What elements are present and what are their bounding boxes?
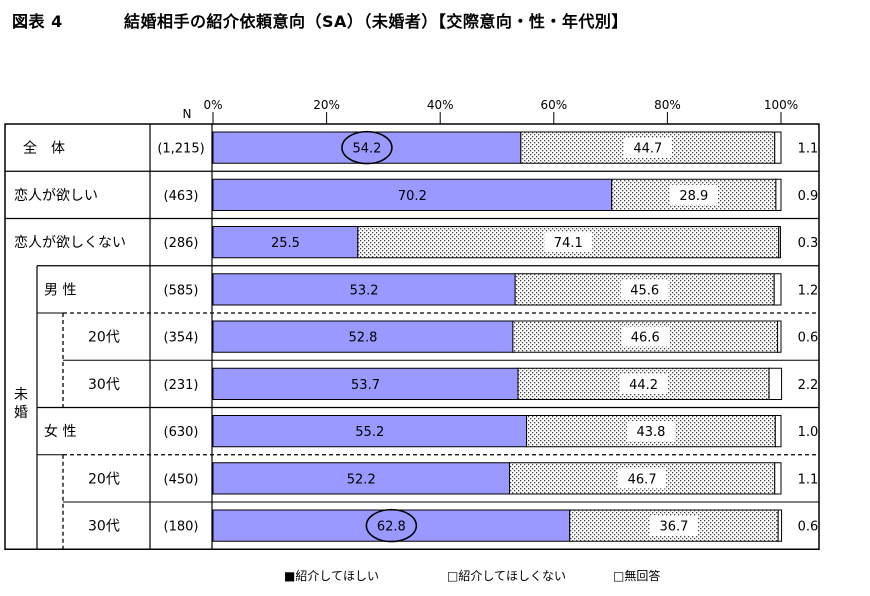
bar-value-label: 25.5 [271, 236, 300, 251]
no-answer-value-label: 0.9 [798, 189, 819, 204]
row-n: (180) [164, 520, 199, 535]
bar-value-label: 44.7 [633, 142, 662, 157]
no-answer-value-label: 0.3 [798, 236, 819, 251]
bar-segment-2 [526, 415, 776, 448]
value-label-backdrop [620, 279, 669, 300]
bar-value-label: 44.2 [629, 378, 658, 393]
bar-value-label: 53.7 [351, 378, 380, 393]
bar-segment-1 [212, 226, 359, 259]
row-label: 20代 [88, 471, 120, 487]
row-n: (354) [164, 331, 199, 346]
group-label-char: 未 [14, 387, 28, 403]
x-tick-label: 0% [203, 98, 222, 112]
row-label: 女 性 [44, 423, 76, 440]
value-label-backdrop [649, 515, 698, 536]
bar-value-label: 46.7 [628, 472, 657, 487]
bar-value-label: 43.8 [636, 425, 665, 440]
bar-segment-3 [768, 367, 783, 400]
bar-value-label: 54.2 [352, 142, 381, 157]
table-border [4, 123, 820, 550]
row-n: (1,215) [157, 142, 204, 157]
no-answer-value-label: 1.1 [798, 142, 819, 157]
value-label-backdrop [544, 232, 593, 253]
bar-value-label: 62.8 [377, 520, 406, 535]
row-label: 恋人が欲しい [14, 187, 98, 204]
bar-value-label: 45.6 [630, 283, 659, 298]
row-label: 男 性 [44, 282, 76, 298]
bar-value-label: 53.2 [350, 283, 379, 298]
bar-segment-3 [777, 509, 783, 542]
table-grid: N 0% 20% 40% 60% 80% 100% 未婚 [4, 98, 820, 550]
row-label: 全 体 [23, 140, 65, 157]
bar-segment-1 [212, 415, 528, 448]
value-label-backdrop [621, 326, 670, 347]
x-tick-label: 100% [764, 98, 798, 112]
bar-value-label: 52.2 [347, 472, 376, 487]
bar-segment-1 [212, 273, 516, 306]
bar-value-label: 36.7 [659, 520, 688, 535]
row-n: (630) [164, 425, 199, 440]
bar-segment-3 [778, 226, 781, 259]
no-answer-value-label: 1.1 [798, 472, 819, 487]
value-label-backdrop [618, 468, 667, 489]
x-tick-label: 20% [313, 98, 340, 112]
row-n: (450) [164, 472, 199, 487]
row-n: (463) [164, 189, 199, 204]
bar-value-label: 74.1 [554, 236, 583, 251]
row-n: (286) [164, 236, 199, 251]
bar-segment-3 [777, 320, 782, 353]
no-answer-value-label: 2.2 [798, 378, 819, 393]
no-answer-value-label: 0.6 [798, 520, 819, 535]
highlight-circle [341, 130, 393, 165]
row-n: (231) [164, 378, 199, 393]
bar-segment-3 [774, 131, 782, 164]
bar-value-label: 28.9 [679, 189, 708, 204]
no-answer-value-label: 1.0 [798, 425, 819, 440]
legend-item: □無回答 [613, 568, 660, 583]
legend-item: ■紹介してほしい [284, 569, 379, 583]
legend: ■紹介してほしい □紹介してほしくない □無回答 [284, 568, 660, 583]
bar-value-label: 70.2 [398, 189, 427, 204]
bar-value-label: 46.6 [631, 331, 660, 346]
value-label-backdrop [619, 373, 668, 394]
value-label-backdrop [669, 184, 718, 205]
labels-layer: 全 体 (1,215) 54.2 44.7 1.1 恋人が欲しい (463) 70.2 28.9… [14, 130, 819, 543]
x-tick-label: 40% [427, 98, 454, 112]
row-n: (585) [164, 283, 199, 298]
row-label: 恋人が欲しくない [14, 234, 126, 251]
group-label-char: 婚 [14, 405, 28, 421]
value-label-backdrop [623, 137, 672, 158]
bar-segment-1 [212, 509, 571, 542]
bar-segment-3 [774, 462, 782, 495]
chart-title: 図表 4 結婚相手の紹介依頼意向（SA）（未婚者）【交際意向・性・年代別】 [12, 8, 628, 32]
n-header: N [183, 107, 192, 121]
bar-value-label: 55.2 [355, 425, 384, 440]
bar-segment-3 [773, 273, 782, 306]
bars-layer [212, 131, 783, 542]
bar-segment-1 [212, 462, 510, 495]
bar-segment-1 [212, 178, 613, 211]
figure-number: 図表 4 [12, 12, 63, 31]
no-answer-value-label: 0.6 [798, 331, 819, 346]
x-tick-label: 60% [540, 98, 567, 112]
figure-title: 結婚相手の紹介依頼意向（SA）（未婚者）【交際意向・性・年代別】 [124, 12, 628, 31]
bar-segment-1 [212, 131, 522, 164]
bar-value-label: 52.8 [348, 331, 377, 346]
bar-segment-3 [774, 415, 782, 448]
bar-segment-1 [212, 367, 519, 400]
row-label: 20代 [88, 330, 120, 346]
legend-item: □紹介してほしくない [447, 569, 566, 583]
no-answer-value-label: 1.2 [798, 283, 819, 298]
highlight-circle [365, 508, 418, 543]
x-tick-label: 80% [654, 98, 681, 112]
row-label: 30代 [88, 519, 120, 535]
bar-segment-3 [775, 178, 782, 211]
value-label-backdrop [626, 421, 675, 442]
row-label: 30代 [88, 377, 120, 393]
